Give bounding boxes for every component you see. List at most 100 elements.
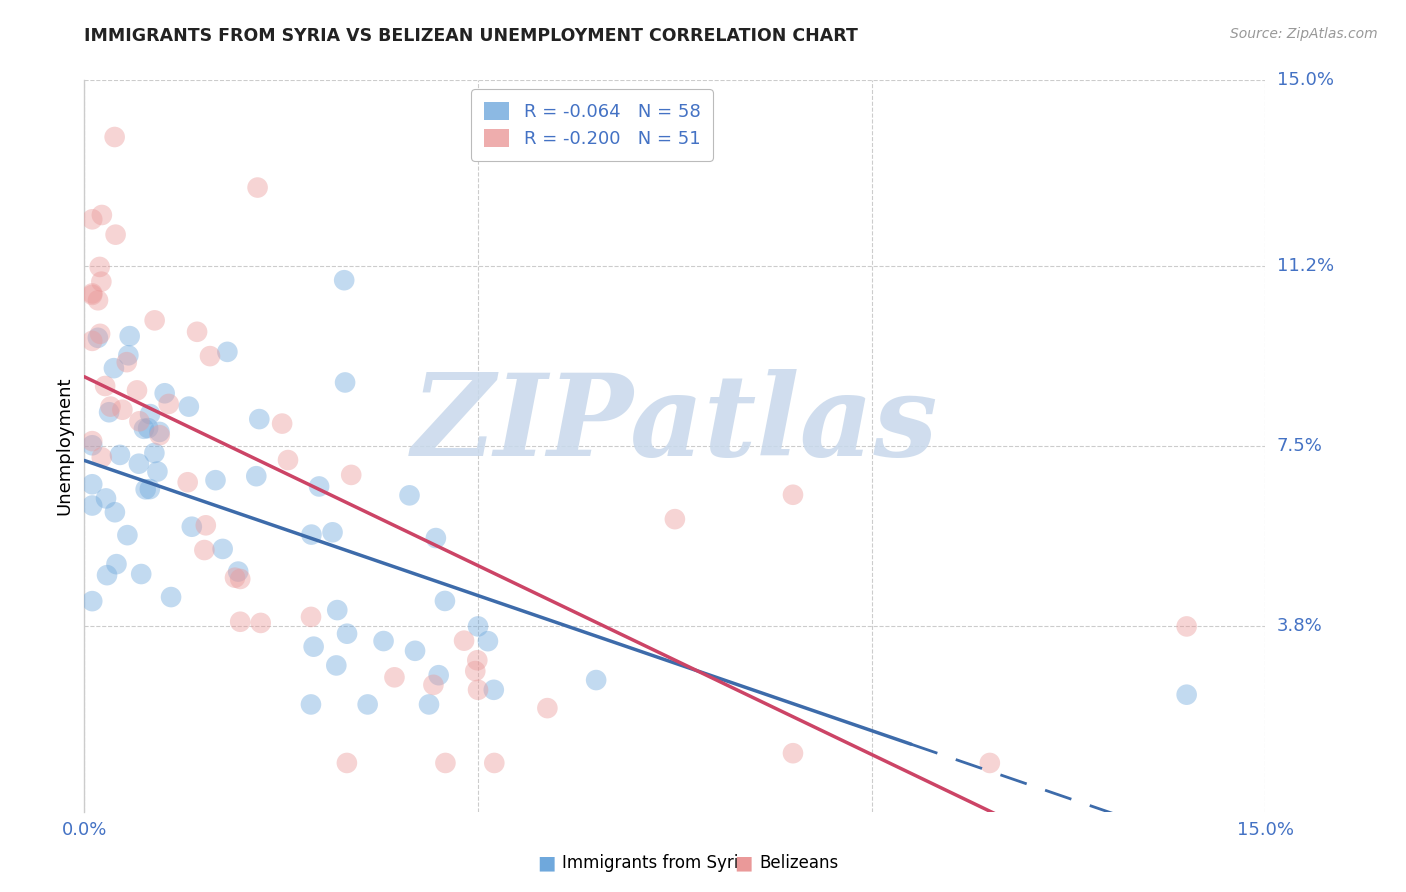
- Point: [1175, 619, 1198, 633]
- Point: [108, 448, 131, 462]
- Text: ZIPatlas: ZIPatlas: [412, 368, 938, 480]
- Point: [128, 414, 150, 428]
- Point: [333, 376, 356, 390]
- Point: [96, 568, 118, 582]
- Point: [87, 293, 110, 308]
- Text: ■: ■: [734, 853, 752, 872]
- Point: [1175, 688, 1198, 702]
- Point: [427, 668, 450, 682]
- Point: [217, 344, 239, 359]
- Point: [333, 273, 356, 287]
- Point: [94, 379, 117, 393]
- Point: [434, 756, 457, 770]
- Text: 11.2%: 11.2%: [1277, 257, 1334, 275]
- Point: [143, 313, 166, 327]
- Point: [98, 405, 121, 419]
- Point: [404, 644, 426, 658]
- Y-axis label: Unemployment: Unemployment: [55, 376, 73, 516]
- Point: [433, 594, 456, 608]
- Point: [467, 619, 489, 633]
- Point: [302, 640, 325, 654]
- Point: [104, 505, 127, 519]
- Point: [117, 348, 139, 362]
- Point: [139, 407, 162, 421]
- Point: [301, 527, 323, 541]
- Point: [82, 334, 104, 348]
- Text: 7.5%: 7.5%: [1277, 437, 1323, 455]
- Point: [664, 512, 686, 526]
- Point: [160, 590, 183, 604]
- Point: [82, 477, 104, 491]
- Point: [246, 180, 269, 194]
- Point: [100, 400, 122, 414]
- Point: [136, 421, 159, 435]
- Point: [271, 417, 294, 431]
- Point: [135, 483, 157, 497]
- Point: [153, 386, 176, 401]
- Point: [198, 349, 221, 363]
- Point: [82, 438, 104, 452]
- Point: [194, 518, 217, 533]
- Point: [117, 528, 139, 542]
- Text: Immigrants from Syria: Immigrants from Syria: [562, 854, 749, 871]
- Point: [979, 756, 1001, 770]
- Point: [425, 531, 447, 545]
- Point: [464, 664, 486, 678]
- Point: [82, 286, 104, 301]
- Point: [782, 746, 804, 760]
- Point: [90, 275, 112, 289]
- Text: 15.0%: 15.0%: [1277, 71, 1333, 89]
- Point: [89, 260, 111, 274]
- Point: [82, 594, 104, 608]
- Point: [94, 491, 117, 506]
- Legend: R = -0.064   N = 58, R = -0.200   N = 51: R = -0.064 N = 58, R = -0.200 N = 51: [471, 89, 713, 161]
- Point: [129, 567, 152, 582]
- Point: [418, 698, 440, 712]
- Point: [82, 499, 104, 513]
- Point: [277, 453, 299, 467]
- Text: 3.8%: 3.8%: [1277, 617, 1322, 635]
- Point: [105, 557, 128, 571]
- Point: [115, 355, 138, 369]
- Point: [247, 412, 270, 426]
- Point: [336, 756, 359, 770]
- Point: [356, 698, 378, 712]
- Point: [482, 682, 505, 697]
- Point: [143, 446, 166, 460]
- Point: [87, 331, 110, 345]
- Point: [585, 673, 607, 687]
- Point: [104, 227, 127, 242]
- Point: [139, 482, 162, 496]
- Point: [103, 361, 125, 376]
- Point: [193, 543, 215, 558]
- Point: [186, 325, 208, 339]
- Text: IMMIGRANTS FROM SYRIA VS BELIZEAN UNEMPLOYMENT CORRELATION CHART: IMMIGRANTS FROM SYRIA VS BELIZEAN UNEMPL…: [84, 27, 858, 45]
- Point: [453, 633, 475, 648]
- Point: [422, 678, 444, 692]
- Point: [148, 425, 170, 439]
- Point: [465, 653, 488, 667]
- Point: [82, 212, 104, 227]
- Point: [340, 467, 363, 482]
- Point: [477, 634, 499, 648]
- Point: [224, 571, 246, 585]
- Point: [299, 610, 322, 624]
- Point: [128, 457, 150, 471]
- Text: Source: ZipAtlas.com: Source: ZipAtlas.com: [1230, 27, 1378, 41]
- Point: [104, 130, 127, 145]
- Point: [111, 402, 134, 417]
- Point: [125, 384, 148, 398]
- Point: [176, 475, 198, 490]
- Point: [229, 615, 252, 629]
- Point: [325, 658, 347, 673]
- Point: [245, 469, 267, 483]
- Point: [536, 701, 558, 715]
- Point: [384, 670, 406, 684]
- Text: Belizeans: Belizeans: [759, 854, 838, 871]
- Point: [132, 422, 155, 436]
- Point: [308, 479, 330, 493]
- Point: [782, 488, 804, 502]
- Point: [82, 434, 104, 449]
- Point: [90, 208, 112, 222]
- Point: [326, 603, 349, 617]
